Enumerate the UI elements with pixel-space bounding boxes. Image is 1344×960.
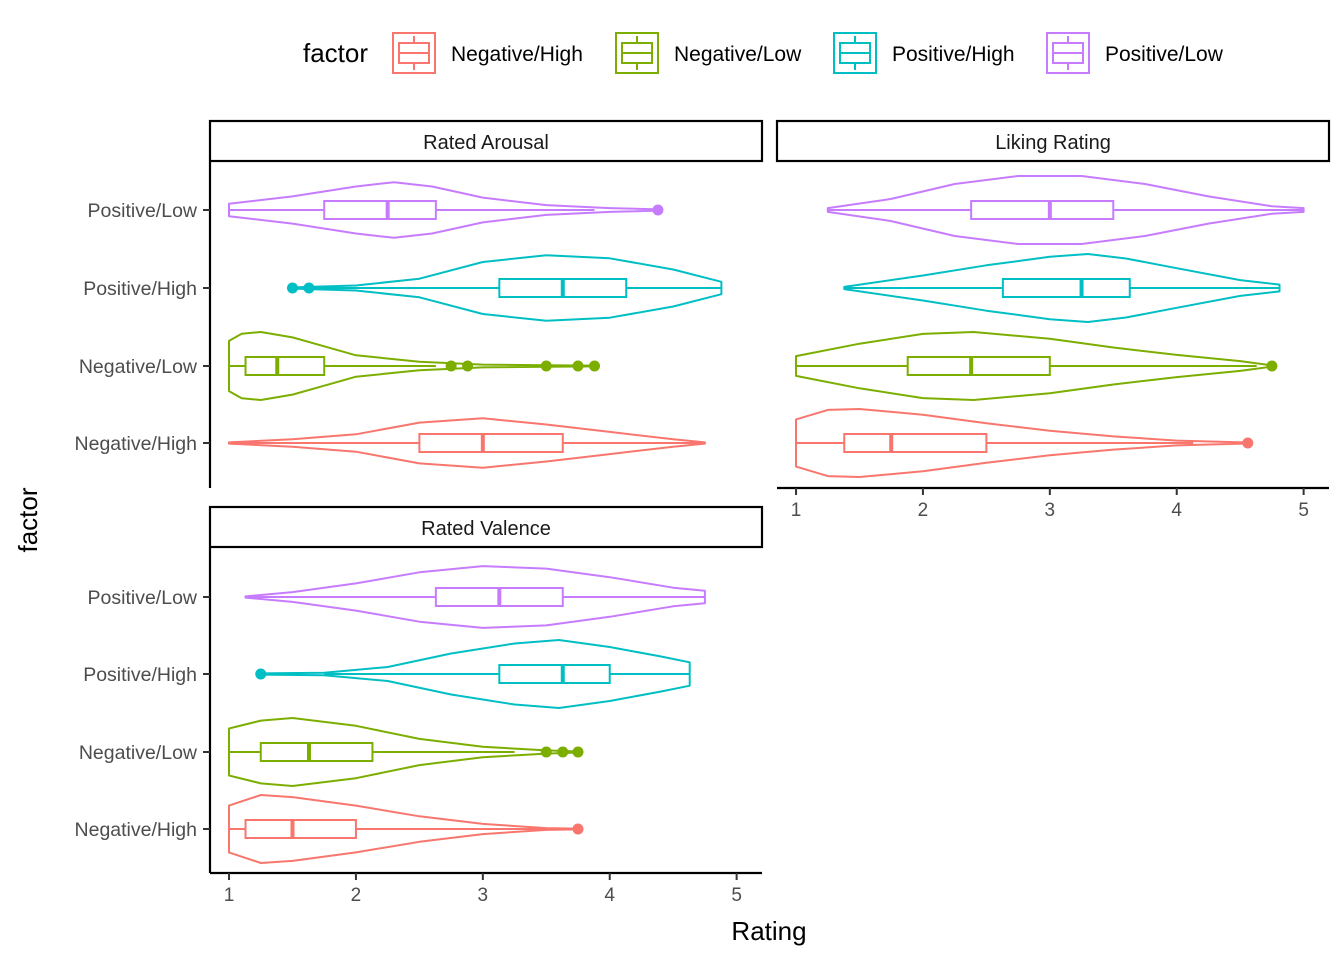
facet-strip-box bbox=[208, 505, 764, 549]
box bbox=[244, 819, 357, 839]
box bbox=[970, 200, 1115, 220]
y-tick-label: Positive/Low bbox=[88, 587, 198, 609]
facet-strip-box bbox=[208, 119, 764, 163]
y-tick-label: Negative/Low bbox=[79, 356, 198, 378]
x-axis-label: Rating bbox=[731, 916, 806, 946]
outlier-point bbox=[462, 360, 474, 372]
facet-strip: Liking Rating bbox=[775, 119, 1331, 163]
box bbox=[843, 433, 988, 453]
x-tick-label: 3 bbox=[1045, 500, 1056, 521]
outlier-point bbox=[303, 282, 315, 294]
facet-strip: Rated Arousal bbox=[208, 119, 764, 163]
violin-series bbox=[826, 175, 1305, 245]
outlier-point bbox=[572, 360, 584, 372]
facet-panel: Liking Rating 1 2 3 4 5 bbox=[775, 119, 1331, 521]
x-tick-label: 5 bbox=[731, 885, 742, 906]
box bbox=[323, 200, 437, 220]
violin-series: Positive/High bbox=[83, 639, 691, 709]
facet-strip: Rated Valence bbox=[208, 505, 764, 549]
outlier-point bbox=[1242, 437, 1254, 449]
violin-shape bbox=[244, 565, 706, 629]
outlier-point bbox=[652, 204, 664, 216]
violin-shape bbox=[291, 254, 723, 322]
y-tick-label: Positive/Low bbox=[88, 200, 198, 222]
legend-item: Positive/Low bbox=[1046, 32, 1224, 74]
outlier-point bbox=[572, 746, 584, 758]
violin-shape bbox=[228, 417, 706, 469]
x-tick-label: 1 bbox=[224, 885, 235, 906]
outlier-point bbox=[255, 668, 267, 680]
facet-title: Rated Arousal bbox=[423, 132, 549, 154]
violin-series: Negative/High bbox=[75, 794, 584, 864]
facet-title: Liking Rating bbox=[995, 132, 1111, 154]
legend-label: Negative/High bbox=[451, 43, 583, 66]
facet-strip-box bbox=[775, 119, 1331, 163]
facet-panel: Rated Valence 1 2 3 4 5 Negative/High Negative/… bbox=[75, 505, 764, 906]
legend: factor Negative/High Negative/Low Positive… bbox=[303, 32, 1224, 74]
y-tick-label: Positive/High bbox=[83, 664, 197, 686]
legend-title: factor bbox=[303, 38, 368, 68]
y-tick-label: Negative/High bbox=[75, 819, 197, 841]
y-axis-label: factor bbox=[13, 487, 43, 552]
violin-series: Positive/High bbox=[83, 254, 723, 322]
violin-series bbox=[843, 253, 1281, 323]
box bbox=[906, 356, 1051, 376]
violin-shape bbox=[259, 639, 691, 709]
x-tick-label: 5 bbox=[1298, 500, 1309, 521]
outlier-point bbox=[540, 746, 552, 758]
violin-shape bbox=[843, 253, 1281, 323]
box bbox=[259, 742, 374, 762]
legend-item: Positive/High bbox=[833, 32, 1015, 74]
x-tick-label: 4 bbox=[604, 885, 615, 906]
x-tick-label: 4 bbox=[1171, 500, 1182, 521]
violin-series: Positive/Low bbox=[88, 181, 664, 239]
x-tick-label: 2 bbox=[918, 500, 929, 521]
outlier-point bbox=[572, 823, 584, 835]
violin-shape bbox=[826, 175, 1305, 245]
y-tick-label: Negative/High bbox=[75, 433, 197, 455]
violin-series bbox=[795, 331, 1278, 401]
y-tick-label: Negative/Low bbox=[79, 742, 198, 764]
box bbox=[244, 356, 326, 376]
violin-series: Negative/Low bbox=[79, 717, 584, 787]
x-tick-label: 3 bbox=[478, 885, 489, 906]
outlier-point bbox=[286, 282, 298, 294]
legend-label: Negative/Low bbox=[674, 43, 802, 66]
x-tick-label: 2 bbox=[351, 885, 362, 906]
violin-series: Negative/High bbox=[75, 417, 706, 469]
box bbox=[418, 433, 564, 453]
violin-series: Negative/Low bbox=[79, 331, 600, 401]
legend-label: Positive/High bbox=[892, 43, 1015, 66]
facet-title: Rated Valence bbox=[421, 518, 551, 540]
violin-series: Positive/Low bbox=[88, 565, 706, 629]
legend-item: Negative/High bbox=[392, 32, 583, 74]
violin-series bbox=[795, 408, 1254, 478]
legend-item: Negative/Low bbox=[615, 32, 802, 74]
outlier-point bbox=[588, 360, 600, 372]
facet-panel: Rated Arousal Negative/High Negative/Low Po… bbox=[75, 119, 764, 488]
legend-label: Positive/Low bbox=[1105, 43, 1224, 66]
outlier-point bbox=[540, 360, 552, 372]
outlier-point bbox=[557, 746, 569, 758]
x-tick-label: 1 bbox=[791, 500, 802, 521]
outlier-point bbox=[445, 360, 457, 372]
y-tick-label: Positive/High bbox=[83, 278, 197, 300]
box bbox=[1001, 278, 1131, 298]
outlier-point bbox=[1266, 360, 1278, 372]
box bbox=[498, 664, 611, 684]
